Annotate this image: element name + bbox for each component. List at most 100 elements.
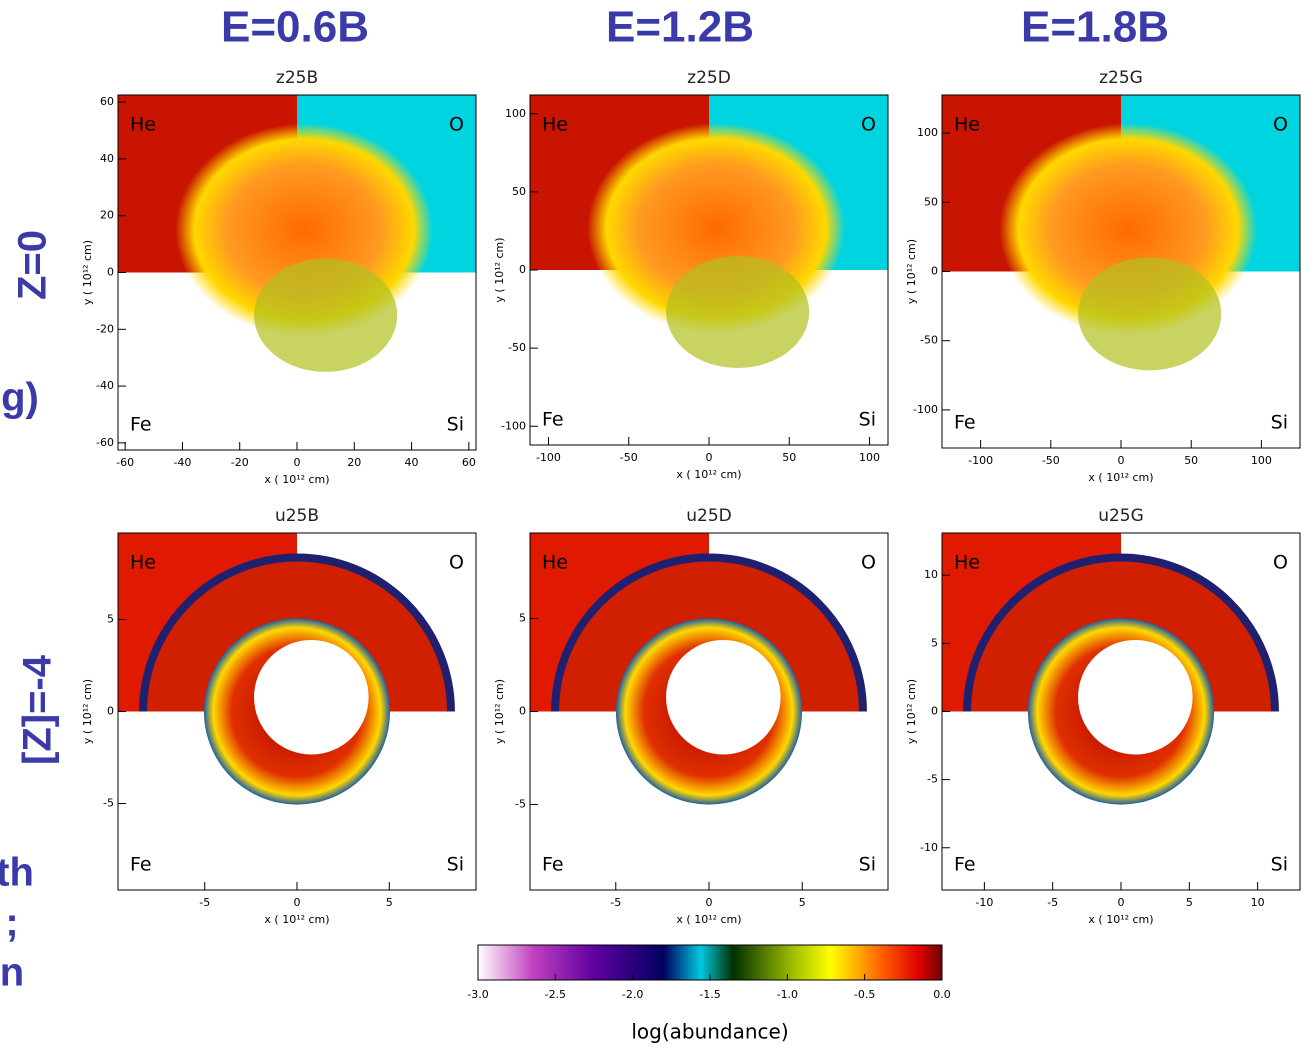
x-tick-label: 5 xyxy=(799,896,806,909)
y-tick-label: -20 xyxy=(96,322,114,335)
x-tick-label: -5 xyxy=(199,896,210,909)
panel: u25B He O Fe Si -5 0 5 -5 0 5 x ( 10¹² cm) y ( 10¹² … xyxy=(81,506,477,926)
y-axis-label: y ( 10¹² cm) xyxy=(493,237,506,302)
x-axis-label: x ( 10¹² cm) xyxy=(676,468,741,481)
y-tick-label: -5 xyxy=(927,773,938,786)
y-tick-label: -10 xyxy=(920,841,938,854)
y-tick-label: 5 xyxy=(519,612,526,625)
x-tick-label: -60 xyxy=(116,456,134,469)
column-header: E=0.6B xyxy=(221,3,369,52)
colorbar-tick-label: -1.5 xyxy=(699,988,720,1001)
lower-mixing xyxy=(1078,257,1222,371)
quadrant-label: Fe xyxy=(130,414,152,436)
panel-title: u25D xyxy=(686,506,732,526)
y-tick-label: 100 xyxy=(505,107,526,120)
colorbar-tick-label: -2.0 xyxy=(622,988,643,1001)
x-tick-label: 20 xyxy=(347,456,361,469)
x-tick-label: -50 xyxy=(620,451,638,464)
quadrant-label: Fe xyxy=(130,854,152,876)
column-header: E=1.8B xyxy=(1021,3,1169,52)
y-tick-label: -60 xyxy=(96,436,114,449)
y-tick-label: 100 xyxy=(917,126,938,139)
x-tick-label: -20 xyxy=(231,456,249,469)
x-axis-label: x ( 10¹² cm) xyxy=(264,913,329,926)
quadrant-label: O xyxy=(449,114,464,136)
y-tick-label: 0 xyxy=(519,705,526,718)
colorbar-tick-label: -0.5 xyxy=(854,988,875,1001)
quadrant-label: Fe xyxy=(542,854,564,876)
y-tick-label: -40 xyxy=(96,379,114,392)
y-tick-label: 0 xyxy=(519,263,526,276)
colorbar-tick-label: -1.0 xyxy=(777,988,798,1001)
x-tick-label: -5 xyxy=(1047,896,1058,909)
y-tick-label: 0 xyxy=(107,266,114,279)
quadrant-label: Si xyxy=(859,409,876,431)
quadrant-label: He xyxy=(954,114,980,136)
x-tick-label: -10 xyxy=(975,896,993,909)
x-tick-label: 60 xyxy=(462,456,476,469)
inner xyxy=(666,639,781,755)
x-axis-label: x ( 10¹² cm) xyxy=(264,473,329,486)
lower-mixing xyxy=(254,258,398,372)
x-tick-label: 5 xyxy=(1186,896,1193,909)
panel: z25G He O Fe Si -100 -50 0 50 100 -100 -50 0 50 100 x (… xyxy=(905,68,1301,484)
x-axis-label: x ( 10¹² cm) xyxy=(1088,471,1153,484)
panel: z25B He O Fe Si -60 -40 -20 0 20 40 60 -60 -40 -20 0 20 4… xyxy=(81,68,477,486)
y-tick-label: -50 xyxy=(920,334,938,347)
quadrant-label: O xyxy=(1273,114,1288,136)
quadrant-label: Si xyxy=(1271,854,1288,876)
y-tick-label: 50 xyxy=(924,195,938,208)
colorbar-tick-label: -2.5 xyxy=(545,988,566,1001)
y-axis-label: y ( 10¹² cm) xyxy=(493,679,506,744)
y-tick-label: 50 xyxy=(512,185,526,198)
quadrant-label: Si xyxy=(1271,412,1288,434)
quadrant-label: Si xyxy=(447,854,464,876)
y-tick-label: 5 xyxy=(107,612,114,625)
x-tick-label: -5 xyxy=(610,896,621,909)
quadrant-label: He xyxy=(130,114,156,136)
x-tick-label: 0 xyxy=(706,896,713,909)
y-tick-label: 10 xyxy=(924,568,938,581)
quadrant-label: Si xyxy=(447,414,464,436)
quadrant-label: Si xyxy=(859,854,876,876)
panel-title: z25G xyxy=(1099,68,1143,88)
colorbar-tick-label: -3.0 xyxy=(467,988,488,1001)
y-axis-label: y ( 10¹² cm) xyxy=(81,679,94,744)
x-tick-label: 50 xyxy=(1184,454,1198,467)
quadrant-label: O xyxy=(449,552,464,574)
quadrant-label: O xyxy=(861,114,876,136)
inner xyxy=(1078,639,1193,755)
panel-title: u25G xyxy=(1098,506,1144,526)
y-axis-label: y ( 10¹² cm) xyxy=(81,240,94,305)
lower-mixing xyxy=(666,256,810,368)
quadrant-label: Fe xyxy=(954,854,976,876)
y-tick-label: -5 xyxy=(103,797,114,810)
side-label: [Z]=-4 xyxy=(16,654,60,765)
colorbar-tick-label: 0.0 xyxy=(933,988,951,1001)
y-tick-label: -100 xyxy=(913,403,938,416)
x-tick-label: -50 xyxy=(1042,454,1060,467)
quadrant-label: Fe xyxy=(954,412,976,434)
side-label: ; xyxy=(5,901,18,945)
quadrant-label: He xyxy=(954,552,980,574)
y-tick-label: 60 xyxy=(100,95,114,108)
side-label: Z=0 xyxy=(11,230,55,300)
x-axis-label: x ( 10¹² cm) xyxy=(1088,913,1153,926)
x-tick-label: 40 xyxy=(405,456,419,469)
quadrant-label: O xyxy=(1273,552,1288,574)
colorbar-label: log(abundance) xyxy=(631,1020,788,1044)
column-header: E=1.2B xyxy=(606,3,754,52)
side-label: n xyxy=(0,951,24,995)
panel: u25D He O Fe Si -5 0 5 -5 0 5 x ( 10¹² cm) y ( 10¹² … xyxy=(493,506,889,926)
quadrant-label: Fe xyxy=(542,409,564,431)
x-tick-label: 0 xyxy=(294,896,301,909)
x-tick-label: 50 xyxy=(782,451,796,464)
side-label: g) xyxy=(1,376,39,420)
quadrant-label: He xyxy=(542,552,568,574)
quadrant-label: He xyxy=(130,552,156,574)
inner xyxy=(254,639,369,755)
x-tick-label: 100 xyxy=(1251,454,1272,467)
x-tick-label: 5 xyxy=(386,896,393,909)
x-tick-label: 0 xyxy=(706,451,713,464)
